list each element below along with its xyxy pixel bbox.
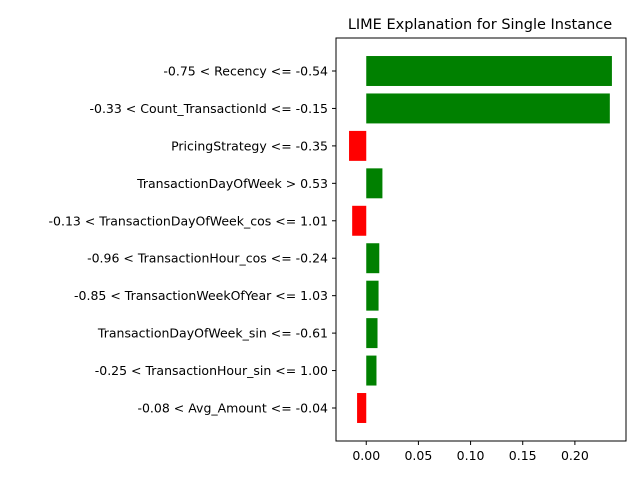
chart-title: LIME Explanation for Single Instance: [348, 17, 612, 33]
bar-8: [366, 355, 377, 386]
y-tick-label-8: -0.25 < TransactionHour_sin <= 1.00: [95, 363, 328, 378]
bar-7: [366, 318, 378, 349]
y-tick-label-3: TransactionDayOfWeek > 0.53: [136, 176, 328, 191]
axes-frame: [335, 37, 627, 442]
x-tick-label-3: 0.15: [509, 448, 537, 463]
y-tick-label-5: -0.96 < TransactionHour_cos <= -0.24: [87, 251, 328, 266]
y-tick-label-2: PricingStrategy <= -0.35: [171, 138, 328, 153]
bar-9: [357, 393, 367, 423]
bar-0: [366, 56, 612, 86]
y-tick-label-9: -0.08 < Avg_Amount <= -0.04: [137, 401, 328, 416]
x-ticks: 0.00 0.05 0.10 0.15 0.20: [352, 441, 589, 463]
bars-group: [349, 56, 612, 423]
y-tick-label-7: TransactionDayOfWeek_sin <= -0.61: [97, 326, 328, 341]
bar-1: [366, 93, 610, 124]
x-tick-label-4: 0.20: [561, 448, 589, 463]
x-tick-label-0: 0.00: [352, 448, 380, 463]
bar-4: [352, 205, 367, 236]
y-tick-label-4: -0.13 < TransactionDayOfWeek_cos <= 1.01: [49, 213, 328, 228]
y-tick-label-0: -0.75 < Recency <= -0.54: [163, 64, 328, 79]
x-tick-label-2: 0.10: [457, 448, 485, 463]
y-tick-label-1: -0.33 < Count_TransactionId <= -0.15: [89, 101, 328, 116]
bar-3: [366, 168, 383, 199]
bar-5: [366, 243, 380, 274]
x-tick-label-1: 0.05: [404, 448, 432, 463]
bar-2: [349, 130, 367, 161]
bar-6: [366, 280, 379, 311]
y-tick-label-6: -0.85 < TransactionWeekOfYear <= 1.03: [74, 288, 328, 303]
y-tick-labels: -0.75 < Recency <= -0.54 -0.33 < Count_Tr…: [49, 64, 336, 416]
